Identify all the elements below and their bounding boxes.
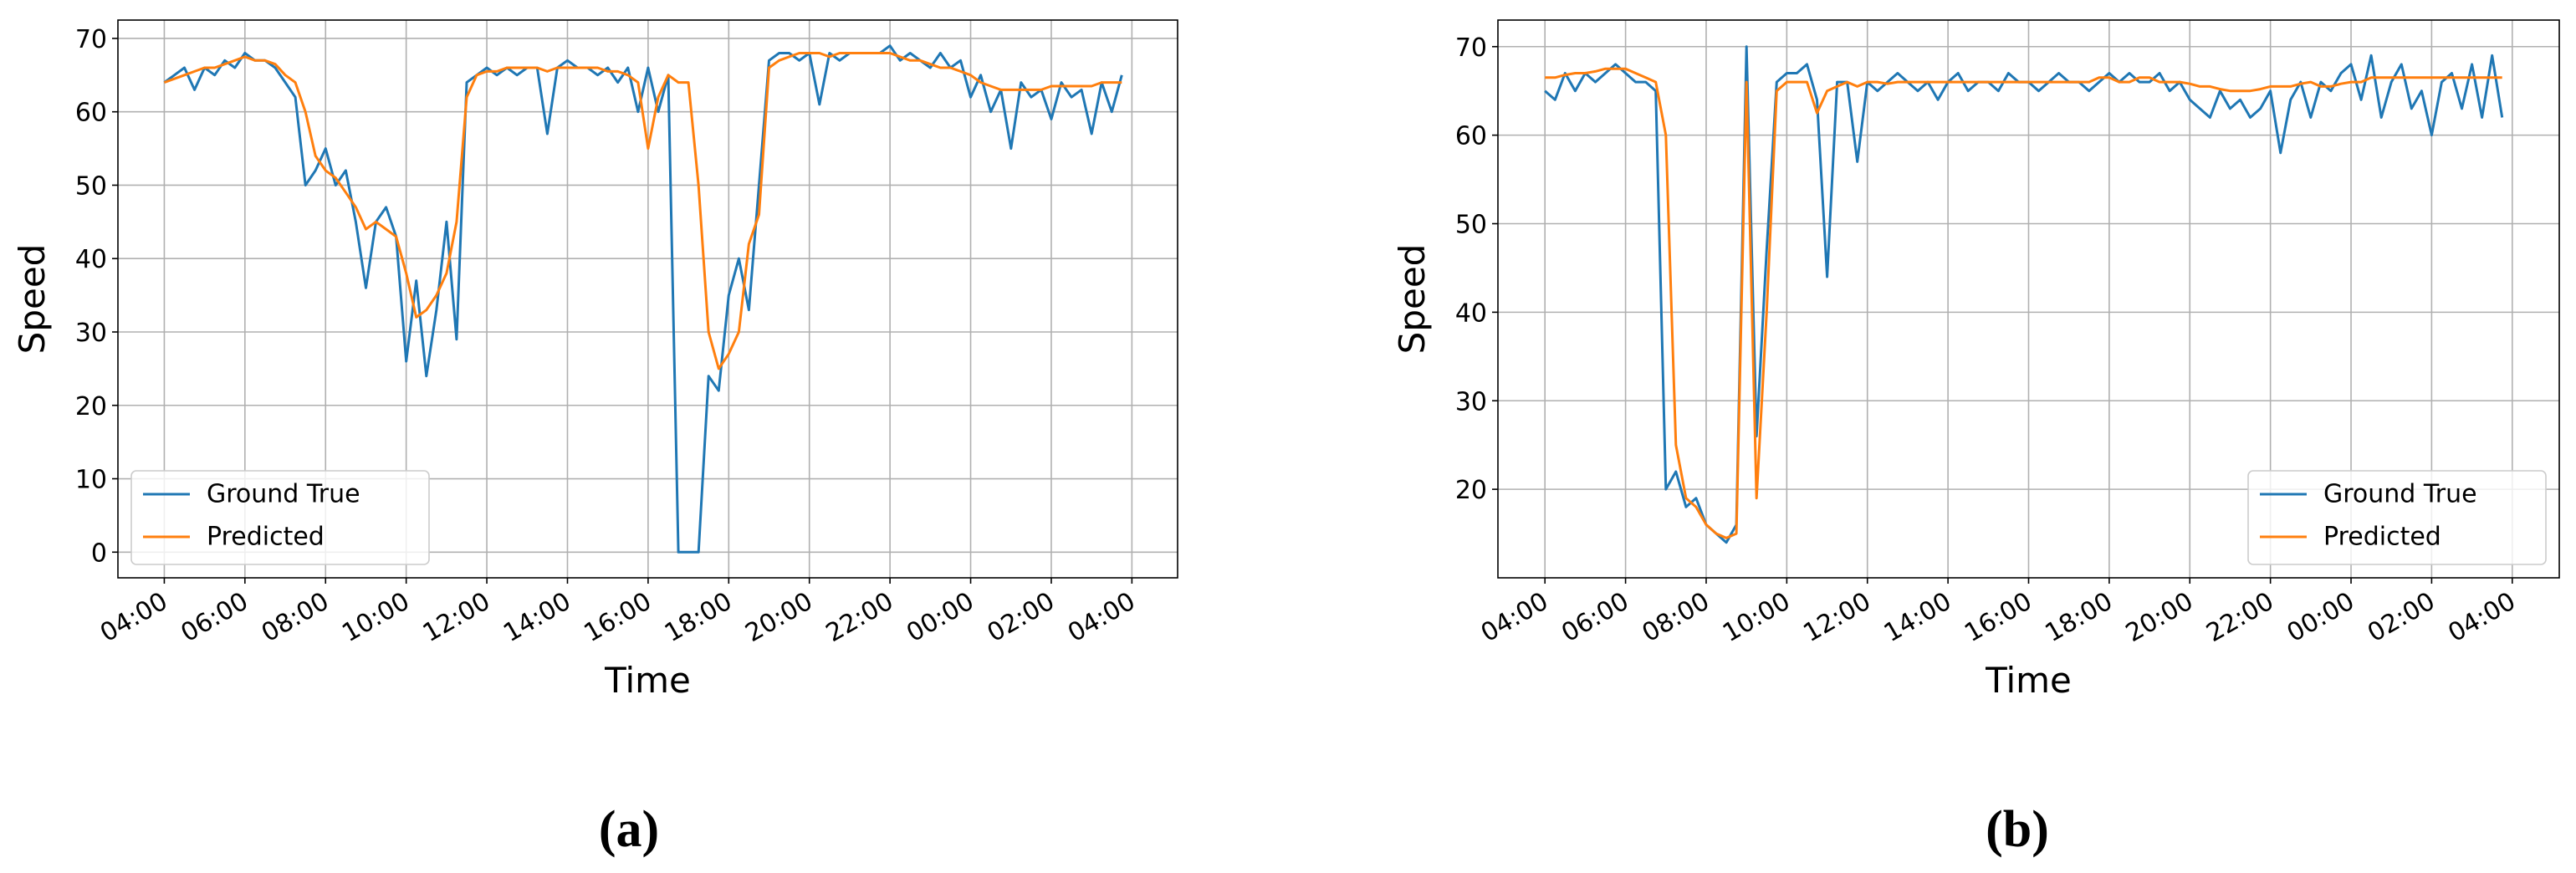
x-axis-label: Time: [1985, 660, 2072, 701]
x-tick-label: 04:00: [95, 587, 172, 649]
x-tick-label: 12:00: [1798, 587, 1875, 649]
series-line: [163, 52, 1122, 370]
x-tick-label: 08:00: [1638, 587, 1715, 649]
y-tick-label: 50: [75, 171, 107, 201]
legend-label: Predicted: [2323, 523, 2441, 552]
y-axis-label: Speed: [1392, 244, 1433, 355]
y-tick-label: 40: [1455, 299, 1487, 328]
y-tick-label: 70: [75, 25, 107, 54]
x-tick-label: 06:00: [1556, 587, 1633, 649]
legend-label: Ground True: [2323, 480, 2477, 509]
y-axis-label: Speed: [12, 244, 53, 355]
x-tick-label: 20:00: [740, 587, 817, 649]
caption: (a): [599, 801, 659, 858]
x-tick-label: 04:00: [1476, 587, 1553, 649]
x-tick-label: 06:00: [176, 587, 253, 649]
series-line: [1545, 67, 2502, 539]
x-tick-label: 00:00: [2282, 587, 2359, 649]
x-tick-label: 12:00: [418, 587, 495, 649]
caption: (b): [1986, 801, 2049, 858]
y-tick-label: 70: [1455, 33, 1487, 63]
series-line: [1544, 45, 2504, 544]
legend-label: Predicted: [207, 523, 325, 552]
x-tick-label: 14:00: [498, 587, 575, 649]
x-tick-label: 18:00: [2040, 587, 2117, 649]
y-tick-label: 20: [75, 392, 107, 421]
x-tick-label: 16:00: [580, 587, 657, 649]
x-tick-label: 04:00: [1063, 587, 1140, 649]
y-tick-label: 60: [1455, 122, 1487, 151]
legend: Ground True Predicted: [2247, 470, 2547, 565]
x-tick-label: 02:00: [2363, 587, 2440, 649]
x-tick-label: 00:00: [902, 587, 979, 649]
legend-box: [130, 470, 430, 565]
legend-label: Ground True: [207, 480, 360, 509]
x-tick-label: 14:00: [1879, 587, 1956, 649]
legend: Ground True Predicted: [130, 470, 430, 565]
x-tick-label: 02:00: [983, 587, 1060, 649]
x-tick-label: 10:00: [1718, 587, 1795, 649]
x-tick-label: 20:00: [2121, 587, 2198, 649]
x-tick-label: 22:00: [821, 587, 898, 649]
x-axis-label: Time: [604, 660, 691, 701]
x-tick-label: 22:00: [2201, 587, 2278, 649]
y-tick-label: 30: [1455, 387, 1487, 416]
y-tick-label: 50: [1455, 211, 1487, 240]
x-tick-label: 08:00: [257, 587, 334, 649]
y-tick-label: 0: [91, 539, 107, 568]
y-tick-label: 40: [75, 245, 107, 274]
series-line: [163, 44, 1123, 554]
x-tick-label: 16:00: [1960, 587, 2037, 649]
x-tick-label: 18:00: [660, 587, 737, 649]
y-tick-label: 60: [75, 99, 107, 128]
x-tick-label: 04:00: [2443, 587, 2520, 649]
y-tick-label: 30: [75, 319, 107, 348]
y-tick-label: 20: [1455, 476, 1487, 505]
x-tick-label: 10:00: [337, 587, 414, 649]
y-tick-label: 10: [75, 466, 107, 495]
legend-box: [2247, 470, 2547, 565]
